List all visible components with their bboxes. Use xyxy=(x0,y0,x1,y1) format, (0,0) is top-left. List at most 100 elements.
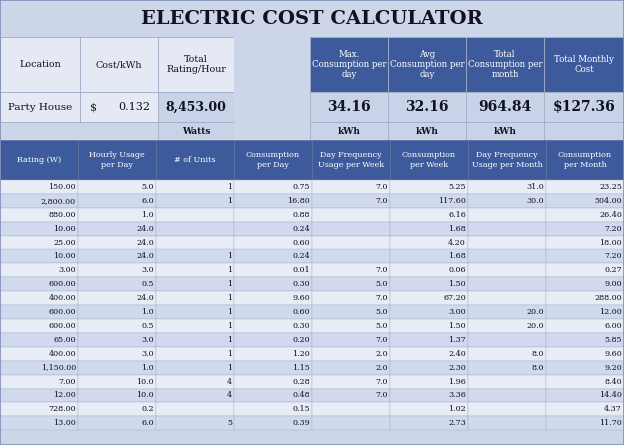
Bar xyxy=(156,263,234,277)
Bar xyxy=(312,291,390,305)
Bar xyxy=(156,208,234,222)
Bar xyxy=(78,208,156,222)
Text: 964.84: 964.84 xyxy=(479,100,532,114)
Bar xyxy=(468,235,546,250)
Text: Total
Consumption per
month: Total Consumption per month xyxy=(467,49,542,79)
Bar xyxy=(546,417,624,430)
Text: 400.00: 400.00 xyxy=(49,350,76,358)
Text: 1.02: 1.02 xyxy=(448,405,466,413)
Bar xyxy=(156,250,234,263)
Text: 1: 1 xyxy=(227,252,232,260)
Bar xyxy=(0,222,78,235)
Bar xyxy=(312,194,390,208)
Bar xyxy=(78,305,156,319)
Bar xyxy=(390,388,468,402)
Text: Total Monthly
Cost: Total Monthly Cost xyxy=(554,55,614,74)
Text: 0.39: 0.39 xyxy=(292,419,310,427)
Bar xyxy=(156,277,234,291)
Text: 1.50: 1.50 xyxy=(449,280,466,288)
Bar xyxy=(544,122,624,140)
Bar xyxy=(390,402,468,417)
Bar xyxy=(0,333,78,347)
Text: 0.01: 0.01 xyxy=(293,267,310,275)
Bar xyxy=(156,402,234,417)
Bar xyxy=(546,208,624,222)
Text: 9.00: 9.00 xyxy=(605,280,622,288)
Text: 880.00: 880.00 xyxy=(49,211,76,219)
Text: 23.25: 23.25 xyxy=(599,183,622,191)
Text: 1.20: 1.20 xyxy=(292,350,310,358)
Bar xyxy=(78,140,156,180)
Text: 7.0: 7.0 xyxy=(376,377,388,385)
Bar xyxy=(310,122,388,140)
Bar xyxy=(0,235,78,250)
Text: 8,453.00: 8,453.00 xyxy=(165,101,227,113)
Bar xyxy=(546,180,624,194)
Text: 5.0: 5.0 xyxy=(142,183,154,191)
Text: 3.00: 3.00 xyxy=(59,267,76,275)
Text: 5.0: 5.0 xyxy=(376,308,388,316)
Text: 18.00: 18.00 xyxy=(600,239,622,247)
Text: 3.0: 3.0 xyxy=(142,336,154,344)
Bar xyxy=(312,263,390,277)
Text: 2.30: 2.30 xyxy=(448,364,466,372)
Text: Avg
Consumption per
day: Avg Consumption per day xyxy=(389,49,464,79)
Bar xyxy=(312,277,390,291)
Text: 11.70: 11.70 xyxy=(599,419,622,427)
Bar xyxy=(0,92,80,122)
Bar xyxy=(390,140,468,180)
Bar xyxy=(546,347,624,361)
Text: 1.0: 1.0 xyxy=(142,364,154,372)
Bar xyxy=(156,180,234,194)
Bar xyxy=(156,347,234,361)
Bar xyxy=(388,122,466,140)
Text: $127.36: $127.36 xyxy=(553,100,615,114)
Text: 1.68: 1.68 xyxy=(448,225,466,233)
Text: 0.88: 0.88 xyxy=(293,211,310,219)
Bar xyxy=(234,194,312,208)
Bar xyxy=(78,291,156,305)
Bar xyxy=(78,361,156,375)
Bar xyxy=(78,194,156,208)
Text: 0.15: 0.15 xyxy=(293,405,310,413)
Bar xyxy=(546,375,624,388)
Text: 13.00: 13.00 xyxy=(53,419,76,427)
Text: 31.0: 31.0 xyxy=(526,183,544,191)
Bar xyxy=(80,92,158,122)
Bar xyxy=(0,375,78,388)
Text: 9.60: 9.60 xyxy=(292,294,310,302)
Bar xyxy=(546,222,624,235)
Bar xyxy=(0,277,78,291)
Bar xyxy=(468,250,546,263)
Bar xyxy=(234,235,312,250)
Bar xyxy=(390,319,468,333)
Bar xyxy=(390,222,468,235)
Bar xyxy=(0,402,78,417)
Bar xyxy=(0,319,78,333)
Text: 67.20: 67.20 xyxy=(443,294,466,302)
Bar xyxy=(0,417,78,430)
Text: Location: Location xyxy=(19,60,61,69)
Text: 1.0: 1.0 xyxy=(142,211,154,219)
Text: 1: 1 xyxy=(227,267,232,275)
Text: # of Units: # of Units xyxy=(174,156,216,164)
Text: $: $ xyxy=(90,102,97,112)
Bar xyxy=(546,277,624,291)
Bar xyxy=(78,347,156,361)
Text: 24.0: 24.0 xyxy=(136,252,154,260)
Bar xyxy=(0,37,80,92)
Text: 1: 1 xyxy=(227,364,232,372)
Text: 14.40: 14.40 xyxy=(599,392,622,400)
Bar xyxy=(234,333,312,347)
Text: 2.73: 2.73 xyxy=(448,419,466,427)
Text: 600.00: 600.00 xyxy=(49,322,76,330)
Text: ELECTRIC COST CALCULATOR: ELECTRIC COST CALCULATOR xyxy=(141,9,483,28)
Bar xyxy=(468,402,546,417)
Bar xyxy=(158,37,234,92)
Text: 5: 5 xyxy=(227,419,232,427)
Text: 7.0: 7.0 xyxy=(376,267,388,275)
Text: Rating (W): Rating (W) xyxy=(17,156,61,164)
Text: 0.48: 0.48 xyxy=(293,392,310,400)
Bar xyxy=(546,194,624,208)
Text: 0.24: 0.24 xyxy=(292,225,310,233)
